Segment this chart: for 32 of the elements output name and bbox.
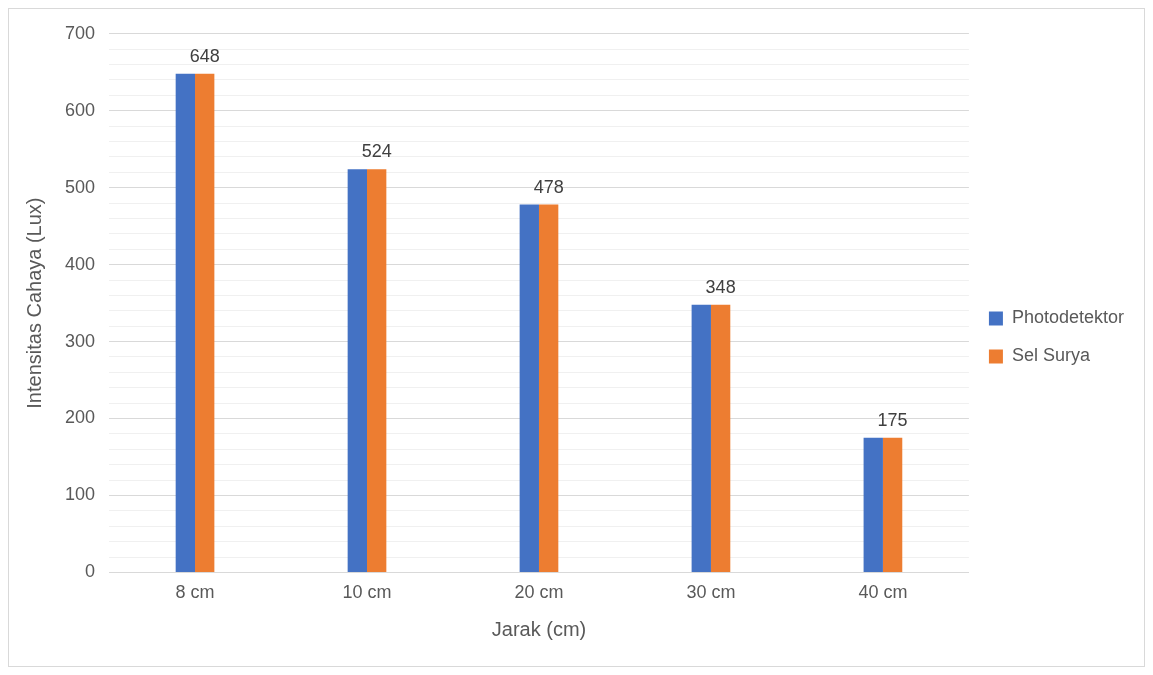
legend-label: Sel Surya [1011,345,1091,366]
data-label: 524 [361,141,392,162]
x-tick-label: 10 cm [342,582,392,603]
y-tick-label: 600 [64,99,96,120]
y-tick-label: 100 [64,484,96,505]
y-tick-label: 400 [64,253,96,274]
x-tick-label: 30 cm [686,582,736,603]
y-tick-label: 700 [64,22,96,43]
bar [863,437,883,572]
bar [519,204,539,572]
y-tick-label: 200 [64,407,96,428]
x-tick-label: 20 cm [514,582,564,603]
data-label: 348 [705,276,736,297]
y-tick-label: 300 [64,330,96,351]
bar [882,437,903,572]
data-label: 478 [533,176,564,197]
bar [195,73,215,572]
bar [538,204,559,572]
bar [367,169,387,572]
bar [175,73,196,572]
bar [710,304,731,572]
bar [347,169,367,572]
x-axis-title: Jarak (cm) [491,617,587,640]
data-label: 648 [189,45,220,66]
bar [691,304,711,572]
x-tick-label: 8 cm [175,582,215,603]
y-tick-label: 500 [64,176,96,197]
data-label: 175 [877,409,908,430]
y-tick-label: 0 [85,561,96,582]
x-tick-label: 40 cm [858,582,908,603]
legend-label: Photodetektor [1011,307,1125,328]
y-axis-title: Intensitas Cahaya (Lux) [22,197,45,409]
